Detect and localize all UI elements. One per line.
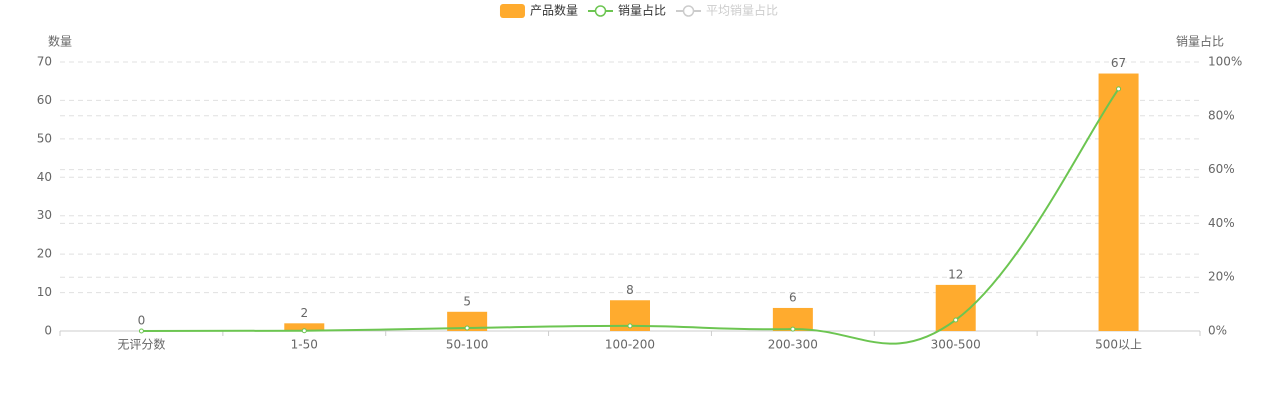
data-label: 12 [948, 267, 963, 281]
y-tick-label: 50 [37, 131, 52, 145]
line-point [301, 328, 307, 334]
y2-tick-label: 60% [1208, 162, 1235, 176]
line-point [953, 317, 959, 323]
line-point [464, 325, 470, 331]
legend-label: 平均销量占比 [706, 3, 778, 18]
x-tick-label: 200-300 [768, 338, 818, 352]
y-tick-label: 10 [37, 285, 52, 299]
line-point [790, 326, 796, 332]
y-tick-label: 70 [37, 55, 52, 69]
data-label: 8 [626, 283, 634, 297]
y2-tick-label: 0% [1208, 324, 1227, 338]
y2-tick-label: 80% [1208, 108, 1235, 122]
bar [284, 323, 325, 331]
data-label: 67 [1111, 56, 1126, 70]
line-point [1116, 86, 1122, 92]
y2-tick-label: 20% [1208, 270, 1235, 284]
y-tick-label: 40 [37, 170, 52, 184]
bar [447, 311, 488, 331]
data-label: 2 [300, 306, 308, 320]
x-tick-label: 1-50 [291, 338, 318, 352]
legend: 产品数量 销量占比 平均销量占比 [499, 3, 778, 18]
x-tick-label: 300-500 [931, 338, 981, 352]
y-axis-title: 数量 [48, 34, 72, 49]
y-tick-label: 30 [37, 208, 52, 222]
legend-label: 产品数量 [530, 3, 578, 18]
data-label: 0 [138, 314, 146, 328]
legend-icon [499, 4, 525, 18]
bar [772, 307, 813, 331]
legend-label: 销量占比 [618, 3, 666, 18]
x-tick-label: 50-100 [446, 338, 489, 352]
y2-tick-label: 40% [1208, 216, 1235, 230]
y-tick-label: 0 [44, 324, 52, 338]
x-tick-label: 无评分数 [117, 337, 165, 352]
line [141, 88, 1120, 345]
y-tick-label: 20 [37, 247, 52, 261]
y2-axis-title: 销量占比 [1176, 34, 1224, 49]
y2-tick-label: 100% [1208, 55, 1242, 69]
legend-icon [682, 5, 695, 17]
x-tick-label: 500以上 [1095, 338, 1142, 352]
x-tick-label: 100-200 [605, 338, 655, 352]
legend-icon [594, 5, 607, 17]
line-point [627, 323, 633, 329]
line-point [138, 328, 144, 334]
bar [1098, 73, 1139, 332]
y-tick-label: 60 [37, 93, 52, 107]
data-label: 6 [789, 290, 797, 304]
data-label: 5 [463, 294, 471, 308]
